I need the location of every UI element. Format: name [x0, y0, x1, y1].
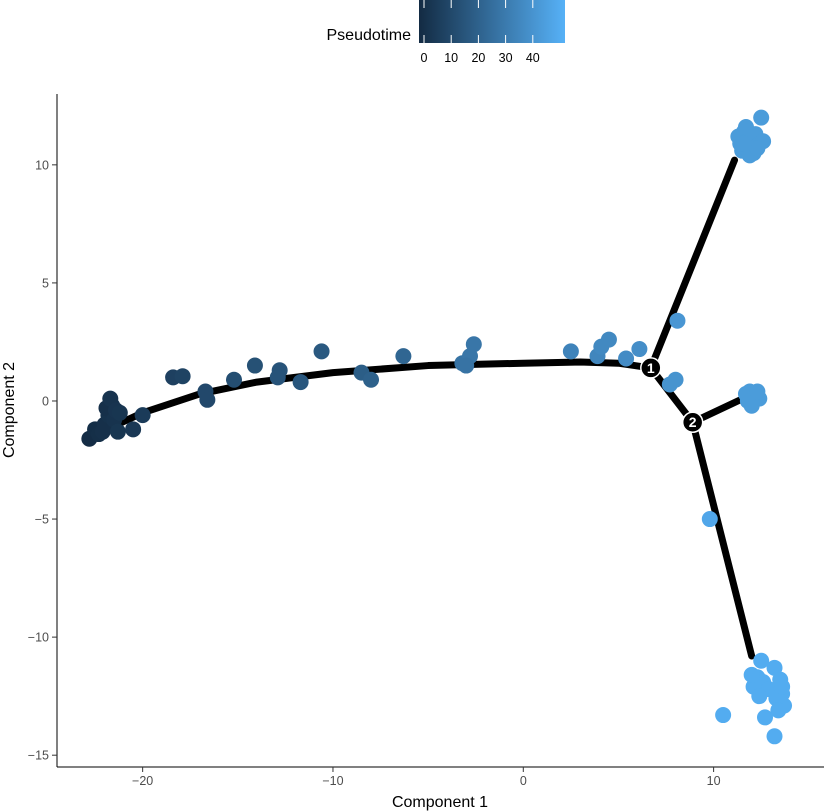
cell-point	[226, 371, 242, 388]
legend-tick-label: 0	[421, 51, 428, 65]
cell-point	[618, 350, 635, 367]
cell-point	[749, 383, 766, 400]
cell-point	[246, 357, 263, 374]
cell-point	[269, 369, 286, 386]
trajectory-branch	[689, 418, 756, 660]
legend-tick-label: 30	[499, 51, 513, 65]
y-axis-title: Component 2	[1, 362, 18, 458]
cell-point	[134, 407, 151, 424]
cell-point	[737, 119, 754, 136]
branch-node: 2	[681, 411, 704, 433]
legend-ticks: 0 10 20 30 40	[421, 0, 540, 65]
y-tick-label: −10	[28, 631, 49, 645]
cell-point	[125, 421, 142, 438]
cell-point	[757, 709, 773, 726]
trajectory-branch	[647, 156, 739, 372]
branch-node-circle	[640, 357, 662, 379]
axes: −20 −10 0 10 −15 −10 −5 0 5 10 Component 1 Compo…	[1, 94, 824, 811]
cell-point	[667, 371, 684, 388]
y-tick-label: 0	[42, 394, 49, 408]
x-tick-label: −10	[322, 774, 343, 788]
cell-point	[753, 652, 770, 669]
legend-tick-label: 20	[471, 51, 485, 65]
branch-node-label: 1	[647, 360, 655, 376]
cell-point	[313, 343, 330, 360]
cell-point	[465, 336, 482, 353]
cell-point	[395, 348, 412, 365]
cell-point	[669, 312, 686, 329]
cell-point	[743, 666, 760, 683]
cell-point	[458, 357, 475, 374]
cell-point	[753, 109, 770, 126]
cell-point	[736, 135, 753, 152]
x-tick-label: −20	[132, 774, 153, 788]
cell-point	[292, 374, 309, 391]
cell-point	[363, 371, 380, 388]
cell-point	[109, 423, 126, 440]
trajectory-tree	[87, 156, 756, 660]
branch-nodes: 12	[640, 357, 704, 433]
trajectory-branch	[647, 364, 697, 426]
cell-point	[111, 404, 128, 421]
x-axis-title: Component 1	[392, 794, 488, 811]
y-tick-label: 10	[35, 158, 49, 172]
cell-points	[81, 109, 793, 745]
y-tick-label: −15	[28, 749, 49, 763]
cell-point	[770, 702, 787, 719]
legend-colorbar	[419, 0, 565, 43]
y-tick-label: −5	[35, 513, 49, 527]
cell-point	[199, 391, 216, 408]
x-tick-label: 0	[520, 774, 527, 788]
branch-node: 1	[640, 357, 662, 379]
cell-point	[600, 331, 617, 348]
x-tick-label: 10	[707, 774, 721, 788]
branch-node-label: 2	[689, 414, 697, 430]
legend-title: Pseudotime	[327, 27, 412, 44]
branch-node-circle	[681, 411, 704, 433]
cell-point	[749, 140, 766, 157]
y-ticks: −15 −10 −5 0 5 10	[28, 158, 57, 763]
cell-point	[174, 368, 191, 385]
x-ticks: −20 −10 0 10	[132, 767, 721, 788]
legend: Pseudotime 0 10 20 30 40	[327, 0, 565, 65]
legend-tick-label: 40	[526, 51, 540, 65]
cell-point	[631, 341, 648, 358]
cell-point	[766, 728, 783, 745]
cell-point	[94, 423, 111, 440]
cell-point	[701, 511, 718, 528]
legend-tick-label: 10	[444, 51, 458, 65]
cell-point	[774, 678, 791, 695]
y-tick-label: 5	[42, 276, 49, 290]
cell-point	[751, 688, 768, 705]
cell-point	[562, 343, 579, 360]
cell-point	[715, 707, 732, 724]
